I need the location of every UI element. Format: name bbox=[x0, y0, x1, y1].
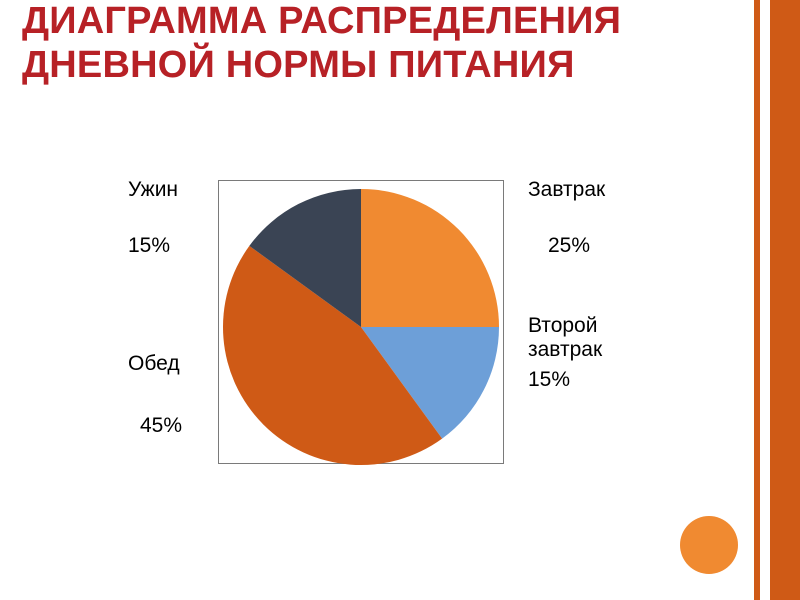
corner-dot-decoration bbox=[680, 516, 738, 574]
slide: ДИАГРАММА РАСПРЕДЕЛЕНИЯ ДНЕВНОЙ НОРМЫ ПИ… bbox=[0, 0, 800, 600]
label-lunch: Обед bbox=[128, 352, 180, 376]
label-breakfast: Завтрак bbox=[528, 178, 605, 202]
label-pct-breakfast: 25% bbox=[548, 234, 590, 258]
pie-slice-breakfast bbox=[361, 189, 499, 327]
label-pct-lunch: 45% bbox=[140, 414, 182, 438]
pie-chart bbox=[0, 0, 800, 600]
label-second_breakfast: Второй завтрак bbox=[528, 314, 618, 362]
label-dinner: Ужин bbox=[128, 178, 178, 202]
label-pct-dinner: 15% bbox=[128, 234, 170, 258]
label-pct-second_breakfast: 15% bbox=[528, 368, 570, 392]
